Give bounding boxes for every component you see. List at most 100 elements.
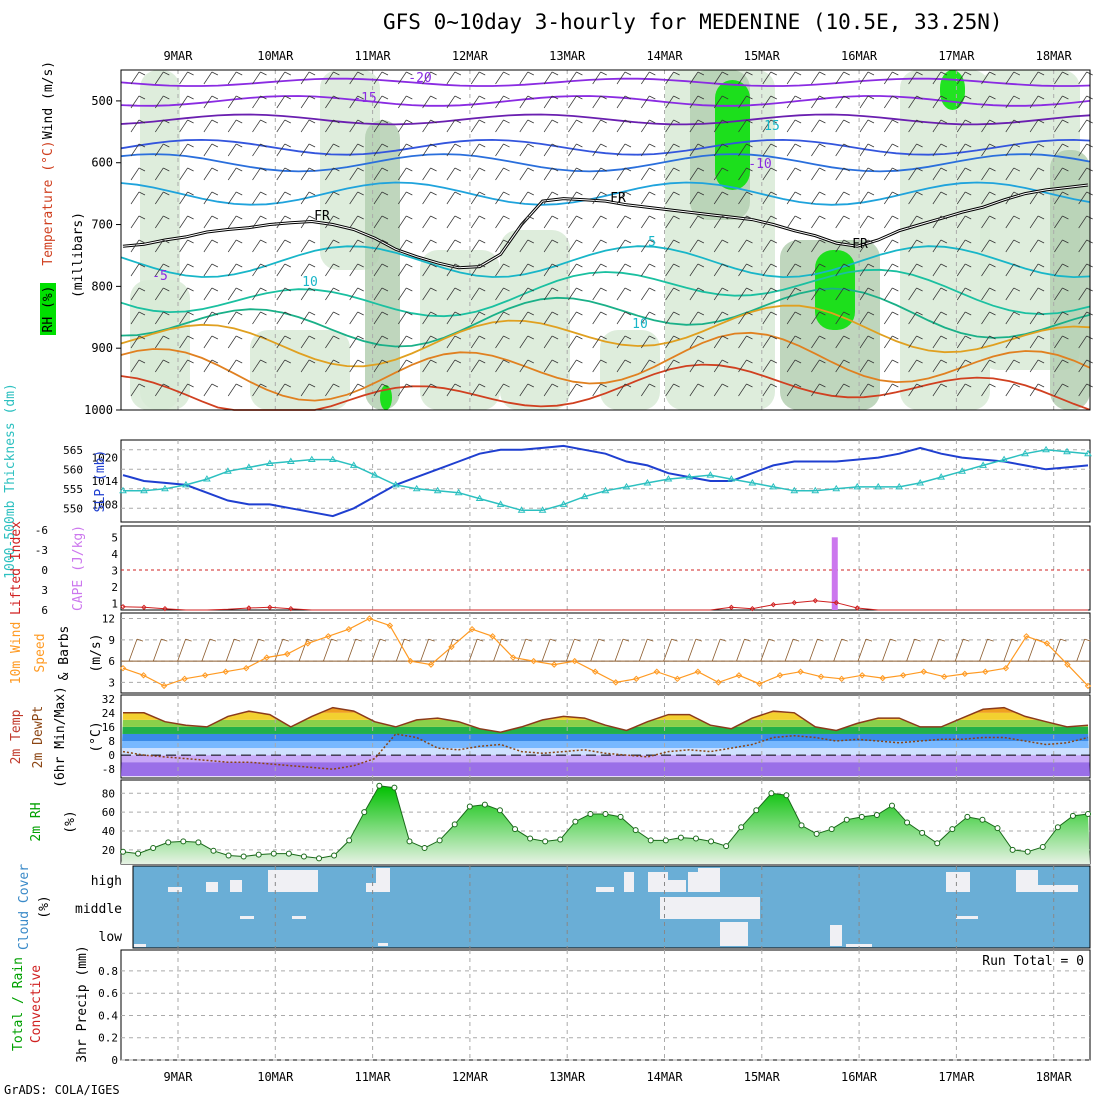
wind-barb: [1054, 239, 1063, 253]
wind-barb-flag: [867, 311, 875, 316]
temp-tick: 16: [102, 721, 115, 734]
wind-barb-flag: [649, 335, 656, 340]
wind-barb-flag: [551, 311, 559, 316]
wind-barb-flag: [819, 359, 826, 364]
wind-barb: [398, 167, 407, 181]
wind-barb-flag: [1062, 119, 1069, 124]
wind-barb: [786, 287, 796, 301]
panel-frame: [120, 612, 1091, 694]
rh-marker: [300, 853, 307, 860]
wind-barb-flag: [600, 167, 607, 172]
wind-barb: [130, 215, 140, 229]
wind-barb: [227, 239, 237, 253]
wind-speed-marker: [263, 654, 270, 661]
wind-barb-flag: [1013, 359, 1020, 364]
wind-barb-flag: [965, 287, 972, 292]
wind-barb-flag: [624, 71, 632, 76]
wind-barb-flag: [525, 638, 532, 642]
wind-barb-flag: [406, 311, 413, 316]
wind-barb-flag: [819, 383, 826, 388]
rh-marker: [120, 848, 126, 855]
minmax-axis-title: (6hr Min/Max): [53, 686, 68, 788]
wind-barb: [641, 287, 650, 301]
cloud-patch: [268, 870, 318, 892]
wind-barb: [592, 287, 601, 301]
wind-barb-flag: [551, 287, 559, 292]
wind-barb: [252, 167, 261, 181]
wind-barb-flag: [770, 335, 777, 340]
wind-barb-flag: [308, 143, 316, 148]
wind-barb: [179, 359, 188, 373]
wind-barb-flag: [794, 215, 802, 220]
temp-band: [121, 733, 1090, 742]
wind-barb: [811, 191, 820, 205]
wind-barb-flag: [503, 167, 510, 172]
cloud-patch: [168, 887, 182, 892]
wind-barb: [398, 335, 407, 349]
wind-barb: [495, 191, 504, 205]
wind-barb-flag: [138, 239, 146, 244]
wind-barb-flag: [794, 143, 802, 148]
wind-barb-flag: [1013, 311, 1020, 316]
wind-barb-flag: [576, 359, 583, 364]
wind-barb-flag: [211, 239, 219, 244]
wind-barb: [713, 359, 723, 373]
thickness-marker: [1021, 449, 1029, 457]
date-label-bottom: 17MAR: [938, 1070, 975, 1084]
wind-barb-flag: [357, 263, 364, 268]
wind-barb: [956, 335, 966, 349]
wind-barb: [859, 215, 869, 229]
wind-barb: [616, 215, 626, 229]
wind-barb: [908, 239, 917, 253]
wind-speed-marker: [427, 661, 435, 668]
wind-barb: [1078, 143, 1087, 157]
rh-marker: [828, 826, 835, 833]
wind-tick: 6: [108, 655, 115, 668]
wind-barb: [446, 239, 456, 253]
wind-barb-flag: [746, 335, 753, 340]
rh-shading: [1050, 150, 1090, 410]
wind-barb: [373, 263, 383, 277]
contour-label: -15: [353, 91, 376, 106]
wind-barb: [227, 287, 237, 301]
wind-barb-flag: [211, 143, 219, 148]
wind-barb-flag: [892, 335, 899, 340]
wind-barb: [373, 311, 383, 325]
wind-barb: [179, 143, 188, 157]
wind-barb: [713, 167, 723, 181]
wind-barb: [300, 215, 310, 229]
wind-barb-flag: [503, 359, 510, 364]
wind-barb: [689, 167, 699, 181]
wind-barb-flag: [479, 311, 486, 316]
wind-barb: [276, 335, 286, 349]
wind-barb: [762, 71, 772, 85]
wind-barb-flag: [187, 143, 194, 148]
wind-barb-flag: [527, 143, 534, 148]
wind-barb-flag: [649, 167, 656, 172]
thickness-marker: [580, 492, 589, 500]
wind-barb-flag: [1037, 95, 1045, 100]
wind-barb: [568, 119, 577, 133]
rh-area: [121, 785, 1090, 864]
wind-barb-flag: [1037, 191, 1045, 196]
wind-barb-flag: [722, 335, 729, 340]
wind-barb: [1005, 383, 1015, 397]
wind-barb: [130, 287, 140, 301]
wind-barb: [325, 71, 334, 85]
wind-barb: [835, 119, 844, 133]
wind-barb-flag: [697, 359, 705, 364]
wind-barb: [203, 95, 213, 109]
wind-barb: [470, 239, 480, 253]
wind-barb: [592, 311, 601, 325]
wind-barb-flag: [406, 191, 413, 196]
wind-barb: [689, 143, 699, 157]
wind-barb-flag: [1013, 143, 1020, 148]
wind-barb-flag: [649, 287, 656, 292]
wind-barb: [932, 359, 942, 373]
wind-barb-flag: [940, 311, 948, 316]
wind-barb-flag: [187, 263, 194, 268]
wind-barb: [811, 143, 820, 157]
wind-barb-flag: [428, 638, 435, 642]
wind-barb: [566, 638, 575, 662]
wind-barb: [811, 359, 820, 373]
